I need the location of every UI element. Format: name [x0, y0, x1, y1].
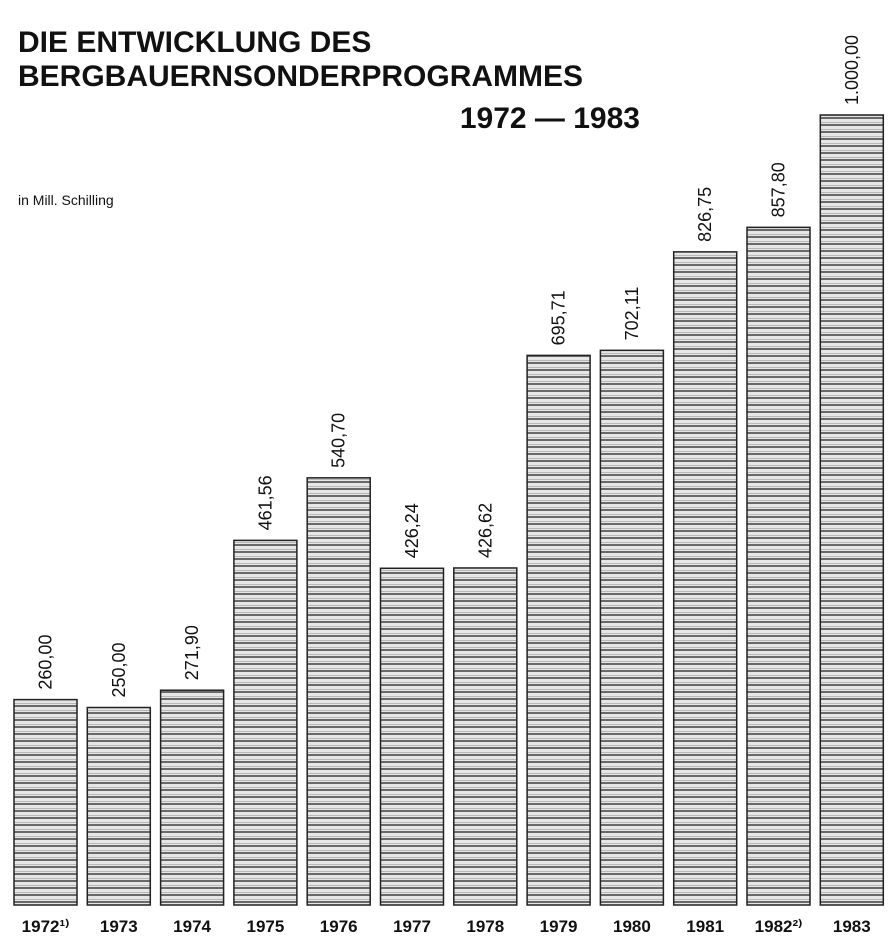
- bar: [234, 540, 297, 905]
- value-label: 426,24: [402, 503, 422, 558]
- x-tick-label: 1976: [320, 917, 358, 936]
- chart: DIE ENTWICKLUNG DESBERGBAUERNSONDERPROGR…: [0, 0, 890, 942]
- bar: [307, 478, 370, 905]
- value-label: 426,62: [475, 503, 495, 558]
- x-tick-label: 1973: [100, 917, 138, 936]
- x-tick-label: 1977: [393, 917, 431, 936]
- x-tick-label: 1975: [246, 917, 284, 936]
- value-label: 702,11: [622, 287, 642, 341]
- x-tick-label: 1982²⁾: [755, 917, 803, 936]
- bar: [14, 700, 77, 905]
- x-tick-label: 1974: [173, 917, 211, 936]
- unit-label: in Mill. Schilling: [18, 192, 114, 208]
- bar: [820, 115, 883, 905]
- value-label: 271,90: [182, 625, 202, 680]
- bar: [87, 708, 150, 906]
- value-label: 1.000,00: [842, 35, 862, 105]
- bar: [527, 355, 590, 905]
- value-label: 540,70: [329, 413, 349, 468]
- value-label: 260,00: [36, 635, 56, 690]
- x-tick-label: 1981: [686, 917, 724, 936]
- bar: [454, 568, 517, 905]
- x-tick-label: 1983: [833, 917, 871, 936]
- value-label: 857,80: [769, 162, 789, 217]
- value-label: 461,56: [255, 475, 275, 530]
- bar: [600, 350, 663, 905]
- value-label: 695,71: [549, 290, 569, 345]
- value-label: 826,75: [695, 187, 715, 242]
- bar: [381, 568, 444, 905]
- x-tick-label: 1972¹⁾: [22, 917, 70, 936]
- bar: [161, 690, 224, 905]
- x-tick-label: 1980: [613, 917, 651, 936]
- bar: [747, 227, 810, 905]
- x-tick-label: 1978: [466, 917, 504, 936]
- value-label: 250,00: [109, 642, 129, 697]
- x-tick-label: 1979: [540, 917, 578, 936]
- bar: [674, 252, 737, 905]
- chart-subtitle: 1972 — 1983: [460, 102, 640, 135]
